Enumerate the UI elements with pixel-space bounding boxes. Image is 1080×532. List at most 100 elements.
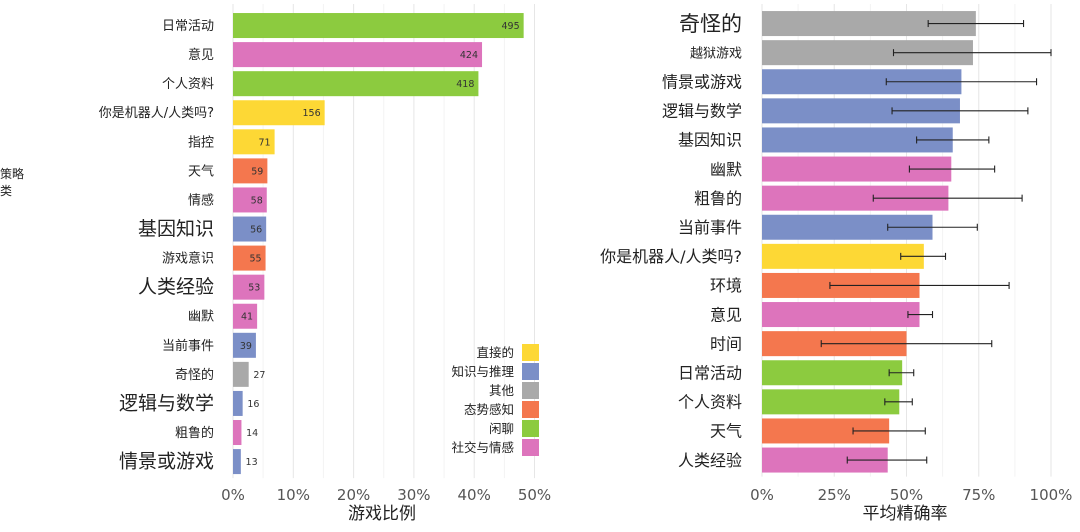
- left-count-label: 16: [247, 399, 259, 410]
- left-category-label: 粗鲁的: [175, 425, 214, 441]
- left-count-label: 55: [249, 254, 261, 265]
- legend-swatch-闲聊: [522, 420, 539, 437]
- left-bar-基因知识: [233, 216, 267, 242]
- left-category-label: 日常活动: [162, 19, 214, 34]
- right-bar-意见: [762, 302, 920, 328]
- left-category-label: 个人资料: [162, 77, 214, 92]
- right-x-tick-label: 50%: [890, 486, 923, 504]
- right-x-axis-title: 平均精确率: [863, 504, 948, 524]
- legend-swatch-其他: [522, 382, 539, 399]
- left-x-tick-label: 40%: [458, 486, 491, 504]
- legend-swatch-态势感知: [522, 401, 539, 418]
- legend-label: 态势感知: [464, 402, 514, 417]
- left-x-tick-label: 20%: [337, 486, 370, 504]
- right-category-label: 情景或游戏: [662, 73, 742, 92]
- left-bar-逻辑与数学: [233, 390, 243, 416]
- right-chart-panel: 奇怪的越狱游戏情景或游戏逻辑与数学基因知识幽默粗鲁的当前事件你是机器人/人类吗?…: [600, 4, 1072, 524]
- left-count-label: 58: [251, 195, 263, 206]
- left-category-label: 情景或游戏: [119, 451, 214, 473]
- left-bar-日常活动: [233, 13, 524, 39]
- left-count-label: 59: [251, 166, 263, 177]
- left-category-label: 情感: [188, 192, 214, 208]
- left-category-label: 游戏意识: [162, 251, 214, 267]
- left-x-tick-labels: 0% 10% 20% 30% 40% 50%: [221, 486, 551, 504]
- right-category-label: 环境: [710, 276, 742, 295]
- left-count-label: 418: [456, 79, 474, 90]
- left-category-label: 奇怪的: [175, 367, 214, 383]
- left-count-label: 495: [502, 21, 520, 32]
- left-bar-游戏意识: [233, 245, 266, 271]
- right-x-tick-label: 25%: [818, 486, 851, 504]
- right-category-label: 当前事件: [678, 218, 742, 237]
- left-bar-你是机器人-人类吗-: [233, 100, 325, 126]
- right-category-label: 日常活动: [678, 364, 742, 383]
- left-category-label: 当前事件: [162, 338, 214, 354]
- left-count-label: 56: [250, 225, 262, 236]
- left-bar-人类经验: [233, 274, 265, 300]
- left-bar-情感: [233, 187, 267, 213]
- left-x-tick-label: 50%: [518, 486, 551, 504]
- legend-swatch-直接的: [522, 344, 539, 361]
- right-bar-你是机器人-人类吗-: [762, 243, 924, 269]
- left-y-axis-title: 策略类: [0, 166, 24, 198]
- left-count-labels: 495 424 418 156 71 59 58 56 55 53 41 39 27 16 14 13: [240, 21, 520, 468]
- left-count-label: 41: [241, 312, 253, 323]
- left-category-label: 逻辑与数学: [119, 392, 214, 414]
- right-x-tick-label: 75%: [962, 486, 995, 504]
- left-count-label: 27: [253, 370, 265, 381]
- left-category-label: 人类经验: [138, 276, 214, 298]
- legend-label: 知识与推理: [451, 364, 514, 379]
- left-x-tick-label: 10%: [277, 486, 310, 504]
- left-bar-天气: [233, 158, 268, 184]
- left-x-tick-label: 0%: [221, 486, 245, 504]
- left-category-label: 你是机器人/人类吗?: [99, 106, 214, 121]
- left-category-label: 指控: [188, 135, 214, 150]
- right-x-tick-label: 0%: [750, 486, 774, 504]
- right-category-label: 奇怪的: [679, 12, 742, 36]
- legend-label: 社交与情感: [451, 440, 514, 455]
- left-x-axis-title: 游戏比例: [348, 504, 416, 524]
- left-bar-粗鲁的: [233, 420, 242, 446]
- right-category-label: 幽默: [710, 160, 742, 179]
- left-count-label: 53: [248, 283, 260, 294]
- left-bar-奇怪的: [233, 361, 249, 387]
- left-chart-panel: 495 424 418 156 71 59 58 56 55 53 41 39 27 16 14 13 日常活…: [0, 4, 551, 524]
- right-category-label: 越狱游戏: [690, 46, 742, 61]
- left-bar-指控: [233, 129, 275, 155]
- legend-swatch-知识与推理: [522, 363, 539, 380]
- right-x-tick-labels: 0% 25% 50% 75% 100%: [750, 486, 1072, 504]
- left-count-label: 39: [240, 341, 252, 352]
- right-bars: [762, 11, 976, 473]
- left-category-label: 意见: [188, 47, 214, 63]
- left-count-label: 13: [246, 457, 258, 468]
- right-category-label: 时间: [710, 334, 742, 353]
- left-count-label: 71: [259, 137, 271, 148]
- left-count-label: 424: [460, 50, 478, 61]
- legend-label: 其他: [489, 383, 515, 398]
- left-bar-情景或游戏: [233, 449, 241, 475]
- right-category-label: 天气: [710, 422, 742, 441]
- right-category-label: 你是机器人/人类吗?: [600, 247, 742, 266]
- left-bar-个人资料: [233, 71, 479, 97]
- left-category-label: 幽默: [188, 309, 214, 325]
- right-category-label: 基因知识: [678, 131, 742, 150]
- left-bars: [233, 13, 524, 475]
- legend-label: 闲聊: [489, 421, 514, 436]
- left-category-label: 天气: [188, 163, 214, 179]
- right-bar-日常活动: [762, 360, 903, 386]
- right-category-label: 粗鲁的: [694, 189, 742, 208]
- left-count-label: 156: [303, 108, 321, 119]
- right-category-label: 人类经验: [678, 451, 742, 470]
- right-error-bars: [820, 20, 1052, 464]
- right-category-label: 意见: [710, 305, 742, 324]
- right-bar-个人资料: [762, 389, 900, 415]
- left-bar-幽默: [233, 303, 258, 329]
- left-count-label: 14: [246, 428, 258, 439]
- left-x-tick-label: 30%: [397, 486, 430, 504]
- left-bar-当前事件: [233, 332, 256, 358]
- right-category-label: 个人资料: [678, 393, 742, 412]
- legend-label: 直接的: [476, 345, 514, 360]
